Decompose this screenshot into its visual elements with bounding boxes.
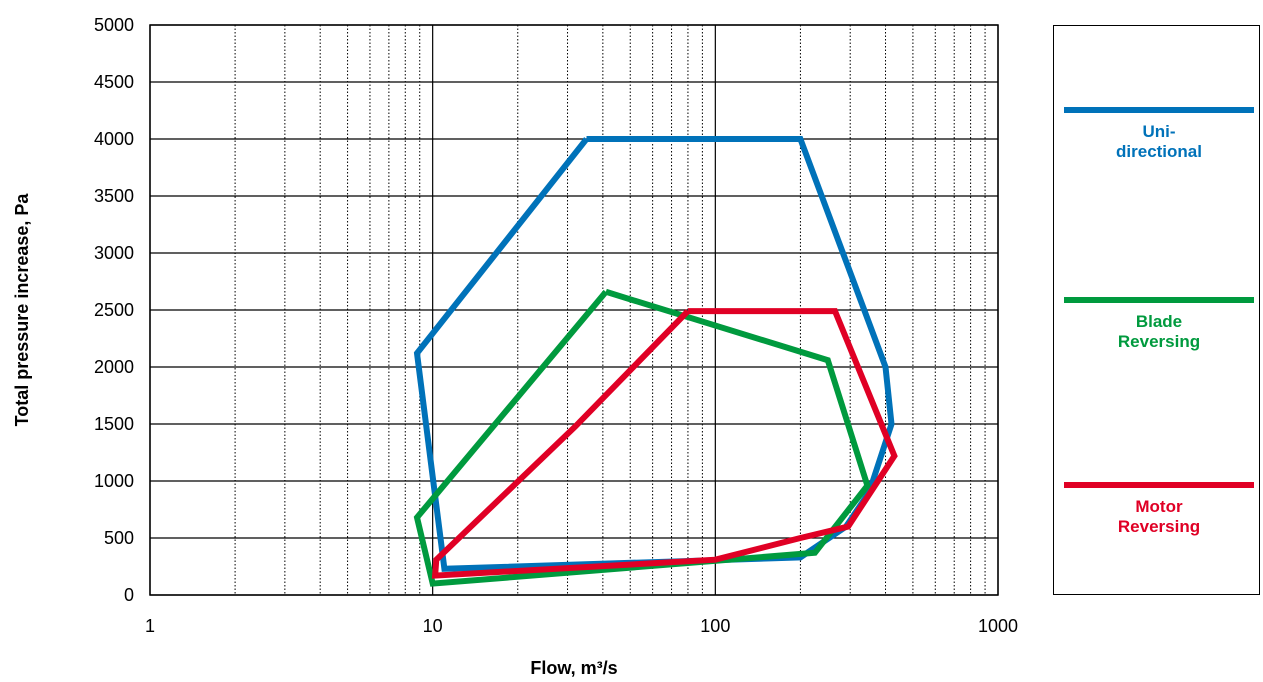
x-tick-label: 100 [700, 616, 730, 636]
x-tick-label: 10 [423, 616, 443, 636]
y-tick-label: 2000 [94, 357, 134, 377]
legend-swatch-motor-reversing [1064, 482, 1254, 488]
series-line-motor-reversing [431, 308, 898, 579]
y-tick-label: 3500 [94, 186, 134, 206]
series-lines [413, 136, 898, 587]
x-axis-title: Flow, m³/s [530, 658, 617, 678]
series-line-unidirectional [413, 136, 895, 572]
x-tick-label: 1000 [978, 616, 1018, 636]
y-tick-label: 2500 [94, 300, 134, 320]
legend-label-unidirectional: Uni- directional [1116, 122, 1202, 161]
legend-item-motor-reversing: Motor Reversing [1064, 482, 1254, 537]
legend-label-motor-reversing: Motor Reversing [1117, 497, 1201, 536]
y-tick-label: 500 [104, 528, 134, 548]
y-tick-label: 4000 [94, 129, 134, 149]
series-line-blade-reversing [413, 288, 871, 587]
y-tick-label: 1500 [94, 414, 134, 434]
y-tick-label: 1000 [94, 471, 134, 491]
legend-item-blade-reversing: Blade Reversing [1064, 297, 1254, 352]
legend-item-unidirectional: Uni- directional [1064, 107, 1254, 162]
y-tick-label: 3000 [94, 243, 134, 263]
legend-swatch-blade-reversing [1064, 297, 1254, 303]
legend: Uni- directional Blade Reversing Motor R… [1053, 25, 1260, 595]
grid [149, 24, 999, 596]
legend-label-blade-reversing: Blade Reversing [1117, 312, 1201, 351]
legend-swatch-unidirectional [1064, 107, 1254, 113]
plot-frame [149, 24, 999, 596]
y-tick-label: 0 [124, 585, 134, 605]
y-axis-title: Total pressure increase, Pa [12, 193, 32, 427]
x-tick-label: 1 [145, 616, 155, 636]
y-tick-label: 5000 [94, 15, 134, 35]
tick-labels: 1 10 100 1000 0 500 1000 1500 2000 2500 3000 3500 40… [94, 15, 1018, 636]
y-tick-label: 4500 [94, 72, 134, 92]
